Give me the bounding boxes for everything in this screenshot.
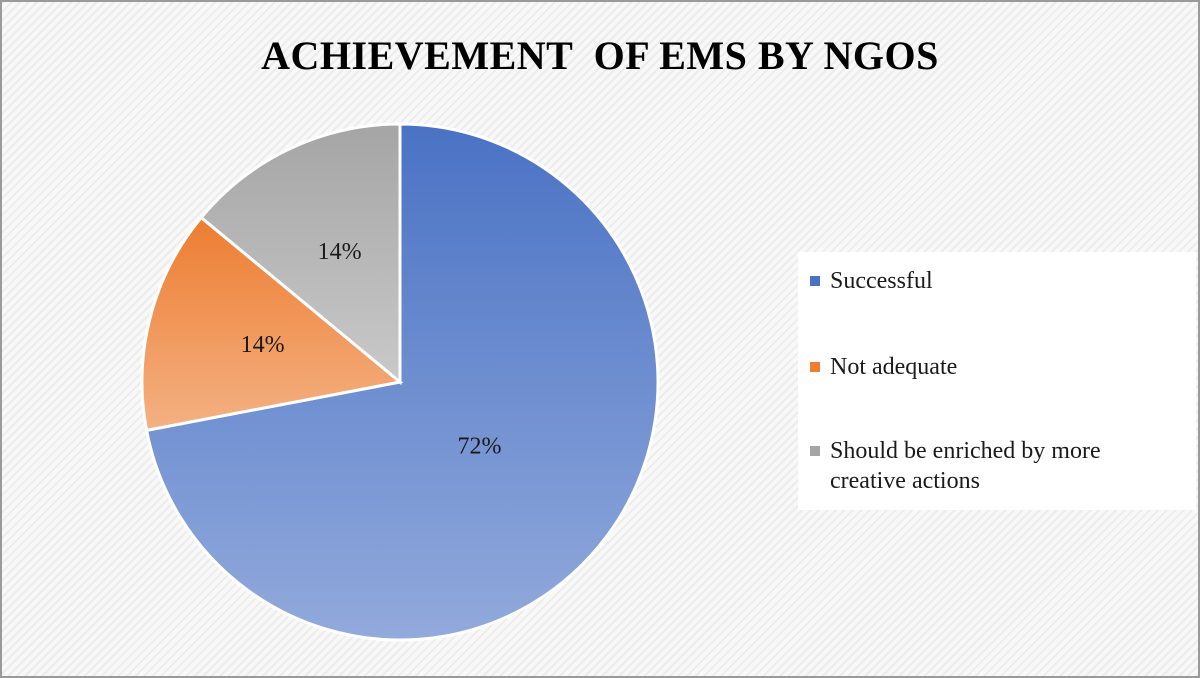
legend-label-not-adequate: Not adequate [830,354,958,380]
data-label-not-adequate: 14% [241,332,285,358]
pie-data-labels: 72% 14% 14% [241,239,502,459]
legend-swatch-successful [810,276,820,286]
data-label-should-be-enriched-by: 14% [318,239,362,265]
legend-label-should-be-enriched: Should be enriched by more creative acti… [830,438,1101,494]
legend-item-should-be-enriched: Should be enriched by more creative acti… [810,436,1180,496]
pie-slices [140,122,660,642]
legend-item-not-adequate: Not adequate [810,352,1180,382]
legend-label-successful: Successful [830,268,933,294]
chart-title: ACHIEVEMENT OF EMS BY NGOS [261,33,939,78]
pie-slice-not-adequate [140,215,404,433]
pie-slice-should-be-enriched-by [199,122,402,386]
legend-item-successful: Successful [810,266,1180,296]
legend: Successful Not adequate Should be enrich… [798,252,1196,510]
legend-swatch-should-be-enriched [810,446,820,456]
legend-swatch-not-adequate [810,362,820,372]
data-label-successful: 72% [458,433,502,459]
